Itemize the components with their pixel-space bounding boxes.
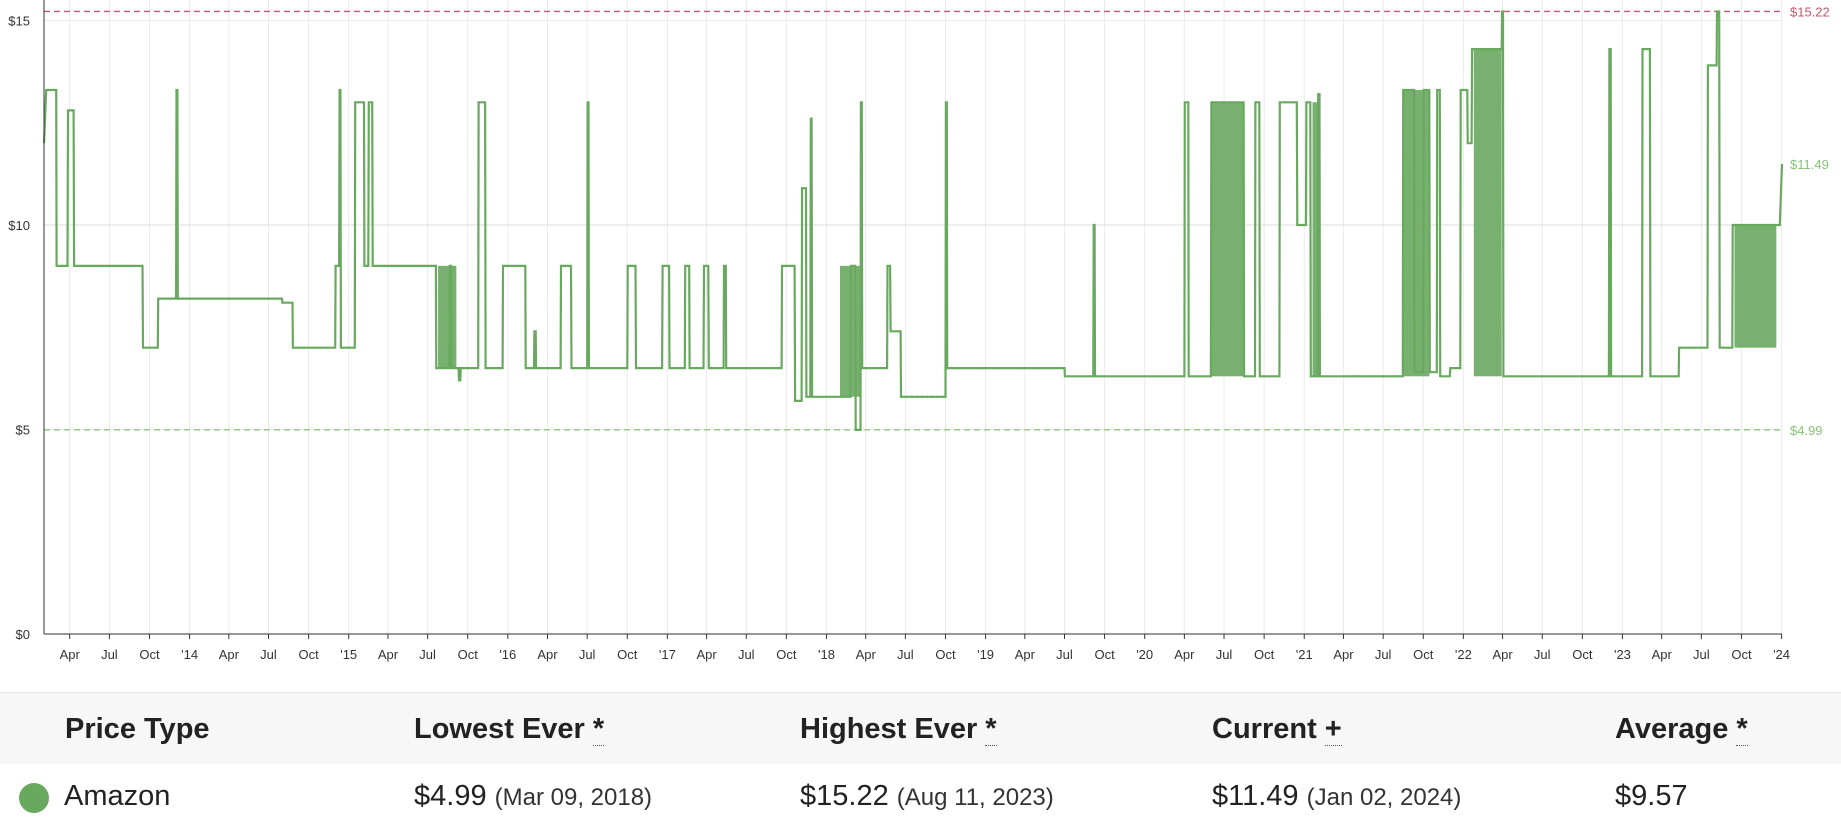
y-tick-label: $0 bbox=[16, 627, 30, 642]
highest-ever-footnote-mark[interactable]: * bbox=[985, 713, 997, 746]
x-tick-label: '21 bbox=[1296, 647, 1313, 662]
price-oscillation-band bbox=[1210, 102, 1244, 377]
gridlines bbox=[44, 0, 1783, 635]
header-lowest-ever: Lowest Ever * bbox=[414, 713, 605, 746]
x-tick-label: Apr bbox=[1652, 647, 1673, 662]
header-price-type: Price Type bbox=[65, 713, 210, 745]
x-tick-label: Oct bbox=[458, 647, 479, 662]
x-axis-ticks: Apr Jul Oct '14 Apr Jul Oct '15 Apr Jul Oct '16 Apr J… bbox=[60, 634, 1790, 662]
x-tick-label: Oct bbox=[935, 647, 956, 662]
stats-row-amazon: Amazon $4.99 (Mar 09, 2018) $15.22 (Aug … bbox=[0, 764, 1841, 826]
x-tick-label: Apr bbox=[856, 647, 877, 662]
header-average: Average * bbox=[1615, 713, 1748, 746]
x-tick-label: Apr bbox=[1174, 647, 1195, 662]
price-oscillation-band bbox=[438, 265, 457, 369]
reference-lines: $15.22 $4.99 $11.49 bbox=[44, 4, 1830, 438]
x-tick-label: Apr bbox=[1333, 647, 1354, 662]
average-footnote-mark[interactable]: * bbox=[1736, 713, 1748, 746]
x-tick-label: Oct bbox=[1731, 647, 1752, 662]
price-series-amazon bbox=[42, 10, 1784, 431]
highest-ever-date: (Aug 11, 2023) bbox=[896, 784, 1054, 811]
x-tick-label: Oct bbox=[776, 647, 797, 662]
price-oscillation-band bbox=[1473, 49, 1502, 377]
price-line-amazon bbox=[42, 10, 1784, 431]
x-tick-label: Apr bbox=[219, 647, 240, 662]
x-tick-label: Jul bbox=[1056, 647, 1073, 662]
current-footnote-mark[interactable]: + bbox=[1324, 713, 1342, 746]
x-tick-label: '15 bbox=[340, 647, 357, 662]
x-tick-label: '19 bbox=[977, 647, 994, 662]
x-tick-label: Apr bbox=[1492, 647, 1513, 662]
highest-ever-value: $15.22 (Aug 11, 2023) bbox=[800, 780, 1054, 812]
x-tick-label: Jul bbox=[738, 647, 755, 662]
y-axis-ticks: $0 $5 $10 $15 bbox=[8, 13, 30, 642]
x-tick-label: '24 bbox=[1773, 647, 1790, 662]
x-tick-label: Oct bbox=[617, 647, 638, 662]
current-date: (Jan 02, 2024) bbox=[1306, 784, 1462, 811]
x-tick-label: '17 bbox=[659, 647, 676, 662]
x-tick-label: Jul bbox=[260, 647, 277, 662]
x-tick-label: Apr bbox=[696, 647, 717, 662]
highest-price-label: $15.22 bbox=[1790, 4, 1830, 19]
price-history-chart: $15.22 $4.99 $11.49 $0 $5 $10 $15 Apr Jul Oct '1… bbox=[8, 0, 1830, 662]
x-tick-label: '16 bbox=[499, 647, 516, 662]
x-tick-label: '18 bbox=[818, 647, 835, 662]
amazon-legend-dot bbox=[19, 783, 49, 813]
row-name: Amazon bbox=[64, 780, 171, 812]
x-tick-label: Oct bbox=[1094, 647, 1115, 662]
lowest-ever-date: (Mar 09, 2018) bbox=[494, 784, 653, 811]
x-tick-label: '23 bbox=[1614, 647, 1631, 662]
x-tick-label: Oct bbox=[298, 647, 319, 662]
lowest-ever-value: $4.99 (Mar 09, 2018) bbox=[414, 780, 653, 812]
x-tick-label: Oct bbox=[1572, 647, 1593, 662]
y-tick-label: $10 bbox=[8, 218, 30, 233]
x-tick-label: Oct bbox=[139, 647, 160, 662]
price-oscillation-band bbox=[1734, 224, 1777, 348]
x-tick-label: Jul bbox=[1375, 647, 1392, 662]
x-tick-label: Apr bbox=[378, 647, 399, 662]
current-price-label: $11.49 bbox=[1790, 157, 1829, 172]
x-tick-label: Apr bbox=[537, 647, 558, 662]
price-oscillation-band bbox=[1312, 102, 1320, 377]
x-tick-label: Oct bbox=[1413, 647, 1434, 662]
x-tick-label: Apr bbox=[1015, 647, 1036, 662]
x-tick-label: '22 bbox=[1455, 647, 1472, 662]
x-tick-label: Jul bbox=[101, 647, 118, 662]
header-current: Current + bbox=[1212, 713, 1342, 746]
x-tick-label: Jul bbox=[419, 647, 436, 662]
stats-header-row: Price Type Lowest Ever * Highest Ever * Cu… bbox=[0, 692, 1841, 766]
average-value: $9.57 bbox=[1615, 780, 1688, 812]
lowest-ever-footnote-mark[interactable]: * bbox=[592, 713, 605, 746]
header-highest-ever: Highest Ever * bbox=[800, 713, 997, 746]
x-tick-label: Apr bbox=[60, 647, 81, 662]
y-tick-label: $15 bbox=[8, 13, 30, 28]
lowest-price-label: $4.99 bbox=[1790, 423, 1823, 438]
current-value: $11.49 (Jan 02, 2024) bbox=[1212, 780, 1462, 812]
x-tick-label: '14 bbox=[181, 647, 198, 662]
price-oscillation-band bbox=[1402, 89, 1430, 377]
x-tick-label: Jul bbox=[897, 647, 914, 662]
x-tick-label: '20 bbox=[1136, 647, 1153, 662]
price-stats-table: Price Type Lowest Ever * Highest Ever * Cu… bbox=[0, 692, 1841, 826]
x-tick-label: Jul bbox=[1216, 647, 1233, 662]
x-tick-label: Jul bbox=[1534, 647, 1551, 662]
y-tick-label: $5 bbox=[16, 422, 30, 437]
x-tick-label: Oct bbox=[1254, 647, 1275, 662]
x-tick-label: Jul bbox=[1693, 647, 1710, 662]
x-tick-label: Jul bbox=[579, 647, 596, 662]
